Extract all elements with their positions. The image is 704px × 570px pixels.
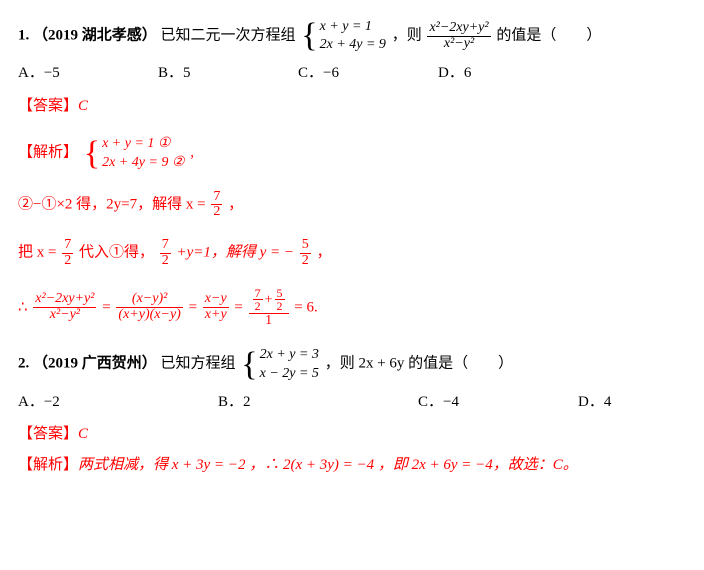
q1-option-b[interactable]: B．5 [158, 62, 298, 85]
q1-system: { x + y = 1 2x + 4y = 9 [301, 18, 386, 54]
frac-den: 2 [211, 205, 222, 220]
frac-den: (x+y)(x−y) [116, 308, 182, 323]
q2-stem-a: 已知方程组 [161, 356, 236, 372]
q1-ana3-c: +y=1，解得 y = − [176, 245, 294, 261]
q1-analysis-1: 【解析】 { x + y = 1 ① 2x + 4y = 9 ② , [18, 135, 686, 171]
q1-ana3-b: 代入①得， [79, 245, 154, 261]
q1-ana-system: { x + y = 1 ① 2x + 4y = 9 ② [84, 135, 185, 171]
frac-num: 5 [300, 238, 311, 254]
q1-stem-b: ，则 [392, 28, 422, 44]
q1-ana4-f4: 7 2 + 5 2 1 [249, 287, 289, 329]
q1-ana2-frac: 7 2 [211, 190, 222, 220]
frac-den: 2 [62, 254, 73, 269]
q2-number: 2. [18, 356, 29, 372]
eq-sign: = [234, 299, 246, 315]
q1-source: （2019 湖北孝感） [33, 28, 157, 44]
q1-answer: 【答案】C [18, 95, 686, 118]
q2-answer-value: C [78, 426, 88, 442]
q1-ana3-d: ， [317, 245, 332, 261]
frac-den: x+y [203, 308, 229, 323]
q1-eq1: x + y = 1 [320, 18, 386, 36]
q2-option-c[interactable]: C．−4 [418, 391, 578, 414]
frac-num: 5 [275, 287, 285, 301]
q1-analysis-2: ②−①×2 得，2y=7，解得 x = 7 2 ， [18, 190, 686, 220]
brace-icon: { [241, 348, 257, 382]
frac-num: 7 [160, 238, 171, 254]
answer-label: 【答案】 [18, 98, 78, 114]
q1-ana4-a: ∴ [18, 299, 28, 315]
q1-stem-c: 的值是（ ） [496, 28, 601, 44]
q1-option-c[interactable]: C．−6 [298, 62, 438, 85]
q2-source: （2019 广西贺州） [33, 356, 157, 372]
brace-icon: { [301, 19, 317, 53]
nested-frac: 5 2 [275, 287, 285, 313]
frac-den: x²−y² [33, 308, 96, 323]
q1-ana4-f3: x−y x+y [203, 292, 229, 322]
q2-stem: 2. （2019 广西贺州） 已知方程组 { 2x + y = 3 x − 2y… [18, 346, 686, 382]
analysis-label: 【解析】 [18, 145, 78, 161]
eq-sign: = [102, 299, 114, 315]
q1-number: 1. [18, 28, 29, 44]
q1-target-fraction: x²−2xy+y² x²−y² [427, 21, 490, 51]
analysis-label: 【解析】 [18, 457, 78, 473]
brace-icon: { [84, 137, 100, 171]
frac-num: (x−y)² [116, 292, 182, 308]
q1-ana2-a: ②−①×2 得，2y=7，解得 x = [18, 196, 206, 212]
q1-eq2: 2x + 4y = 9 [320, 36, 386, 54]
frac-num: 7 [62, 238, 73, 254]
frac-num: 7 [253, 287, 263, 301]
q2-option-a[interactable]: A．−2 [18, 391, 218, 414]
q2-system: { 2x + y = 3 x − 2y = 5 [241, 346, 319, 382]
q2-analysis-text: 两式相减，得 x + 3y = −2 ，∴ 2(x + 3y) = −4 ，即 … [78, 457, 578, 473]
q1-ana4-end: = 6. [294, 299, 317, 315]
q1-option-d[interactable]: D．6 [438, 62, 578, 85]
answer-label: 【答案】 [18, 426, 78, 442]
q1-analysis-3: 把 x = 7 2 代入①得， 7 2 +y=1，解得 y = − 5 2 ， [18, 238, 686, 268]
q1-ana4-f1: x²−2xy+y² x²−y² [33, 292, 96, 322]
q1-ana4-f2: (x−y)² (x+y)(x−y) [116, 292, 182, 322]
q1-frac-den: x²−y² [427, 37, 490, 52]
frac-den: 2 [275, 300, 285, 313]
q2-answer: 【答案】C [18, 423, 686, 446]
frac-den: 2 [300, 254, 311, 269]
q2-eq1: 2x + y = 3 [260, 346, 319, 364]
q1-ana3-f1: 7 2 [62, 238, 73, 268]
nested-frac: 7 2 [253, 287, 263, 313]
q1-ana3-f2: 7 2 [160, 238, 171, 268]
frac-den: 2 [253, 300, 263, 313]
frac-num: 7 [211, 190, 222, 206]
q2-analysis: 【解析】两式相减，得 x + 3y = −2 ，∴ 2(x + 3y) = −4… [18, 454, 686, 477]
frac-den: 2 [160, 254, 171, 269]
q2-option-b[interactable]: B．2 [218, 391, 418, 414]
q1-ana3-f3: 5 2 [300, 238, 311, 268]
q2-option-d[interactable]: D．4 [578, 391, 658, 414]
q1-stem-a: 已知二元一次方程组 [161, 28, 296, 44]
frac-num: x−y [203, 292, 229, 308]
q1-frac-num: x²−2xy+y² [427, 21, 490, 37]
q1-ana-eq2: 2x + 4y = 9 ② [102, 154, 184, 172]
q1-analysis-4: ∴ x²−2xy+y² x²−y² = (x−y)² (x+y)(x−y) = … [18, 287, 686, 329]
q2-stem-b: ，则 2x + 6y 的值是（ ） [325, 356, 513, 372]
q1-stem: 1. （2019 湖北孝感） 已知二元一次方程组 { x + y = 1 2x … [18, 18, 686, 54]
eq-sign: = [189, 299, 201, 315]
q1-ana3-a: 把 x = [18, 245, 56, 261]
q1-ana-eq1: x + y = 1 ① [102, 135, 184, 153]
q1-option-a[interactable]: A．−5 [18, 62, 158, 85]
q1-ana2-b: ， [228, 196, 243, 212]
q2-eq2: x − 2y = 5 [260, 365, 319, 383]
q1-options: A．−5 B．5 C．−6 D．6 [18, 62, 686, 85]
frac-num: x²−2xy+y² [33, 292, 96, 308]
q2-options: A．−2 B．2 C．−4 D．4 [18, 391, 686, 414]
frac-den: 1 [249, 314, 289, 329]
q1-answer-value: C [78, 98, 88, 114]
